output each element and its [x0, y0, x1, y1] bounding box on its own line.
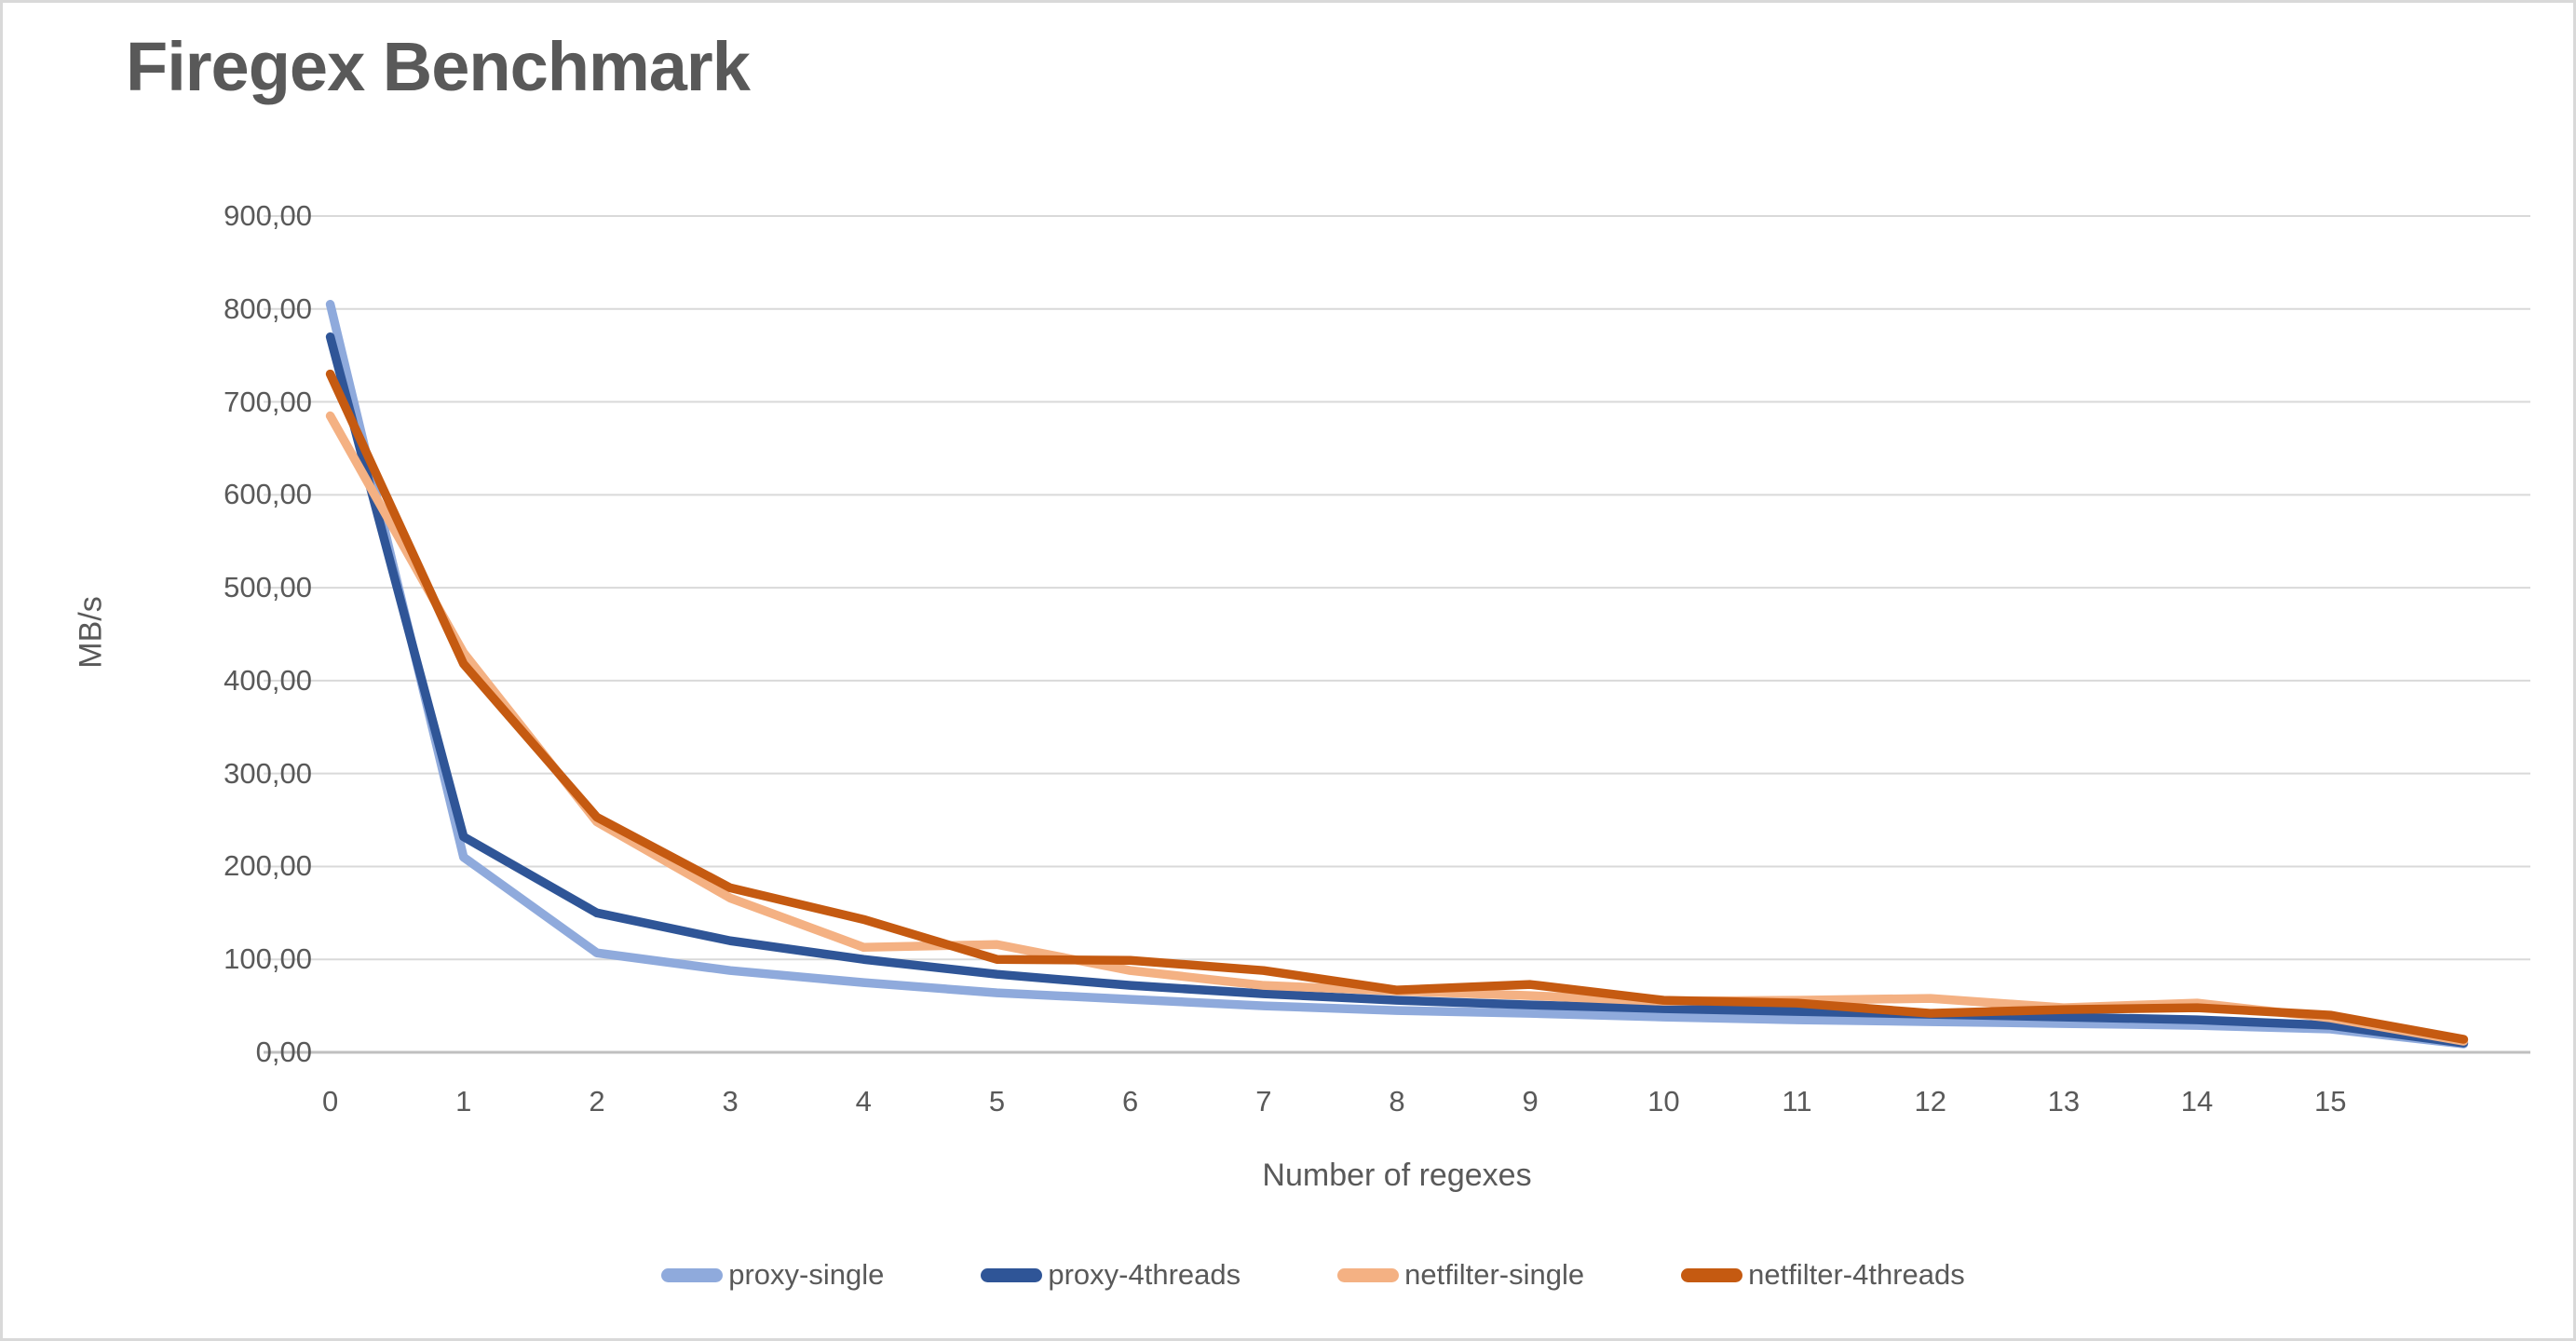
series-line-proxy-single: [325, 300, 2469, 1049]
y-tick-label: 600,00: [224, 478, 312, 511]
legend-marker-icon: [1681, 1267, 1743, 1282]
y-tick-label: 100,00: [224, 942, 312, 976]
legend-label: netfilter-single: [1404, 1258, 1585, 1291]
x-tick-label: 4: [855, 1085, 872, 1118]
x-tick-label: 9: [1522, 1085, 1539, 1118]
legend-label: netfilter-4threads: [1748, 1258, 1965, 1291]
y-tick-label: 200,00: [224, 849, 312, 883]
legend-item-netfilter-4threads: netfilter-4threads: [1681, 1258, 1965, 1292]
legend-item-netfilter-single: netfilter-single: [1337, 1258, 1584, 1292]
y-axis-title: MB/s: [73, 596, 109, 669]
y-tick-label: 500,00: [224, 571, 312, 604]
y-tick-label: 300,00: [224, 756, 312, 790]
x-tick-label: 10: [1647, 1085, 1680, 1118]
chart-title: Firegex Benchmark: [126, 28, 751, 105]
x-tick-label: 2: [589, 1085, 605, 1118]
legend-item-proxy-4threads: proxy-4threads: [981, 1258, 1241, 1292]
legend-marker-icon: [1337, 1267, 1400, 1282]
legend-label: proxy-single: [728, 1258, 885, 1291]
x-tick-label: 6: [1122, 1085, 1139, 1118]
y-tick-label: 0,00: [255, 1036, 312, 1068]
x-tick-label: 15: [2313, 1085, 2347, 1118]
x-tick-label: 7: [1255, 1085, 1272, 1118]
x-tick-label: 3: [722, 1085, 739, 1118]
series-line-netfilter-single: [325, 411, 2469, 1046]
x-tick-label: 11: [1782, 1085, 1812, 1118]
y-tick-label: 800,00: [224, 291, 312, 325]
legend-marker-icon: [661, 1267, 724, 1282]
series-line-netfilter-4threads: [325, 369, 2469, 1044]
x-axis-title: Number of regexes: [1262, 1158, 1532, 1193]
x-tick-label: 5: [988, 1085, 1006, 1118]
legend-label: proxy-4threads: [1048, 1258, 1241, 1291]
legend-item-proxy-single: proxy-single: [661, 1258, 884, 1292]
x-tick-label: 8: [1389, 1085, 1405, 1118]
legend: proxy-single proxy-4threads netfilter-sing…: [25, 1258, 2573, 1292]
series-line-proxy-4threads: [325, 332, 2469, 1048]
plot-area: [264, 215, 2530, 1054]
x-tick-label: 1: [455, 1085, 472, 1118]
legend-marker-icon: [981, 1267, 1043, 1282]
x-tick-label: 13: [2047, 1085, 2081, 1118]
y-tick-label: 700,00: [224, 385, 312, 418]
y-tick-label: 900,00: [224, 199, 312, 232]
x-tick-label: 0: [321, 1085, 339, 1118]
x-tick-label: 12: [1914, 1085, 1946, 1118]
y-tick-label: 400,00: [224, 663, 312, 697]
x-tick-label: 14: [2180, 1085, 2214, 1118]
